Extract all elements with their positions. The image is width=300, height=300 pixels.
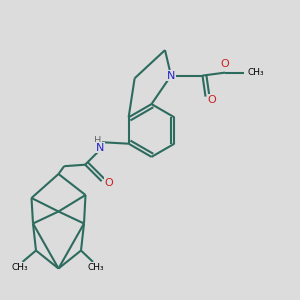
Text: CH₃: CH₃ [248,68,264,76]
Text: O: O [105,178,113,188]
Text: CH₃: CH₃ [12,263,28,272]
Text: O: O [220,58,230,69]
Text: CH₃: CH₃ [88,263,104,272]
Text: O: O [208,94,217,105]
Text: H: H [94,136,102,146]
Text: N: N [167,70,175,81]
Text: N: N [96,142,104,153]
